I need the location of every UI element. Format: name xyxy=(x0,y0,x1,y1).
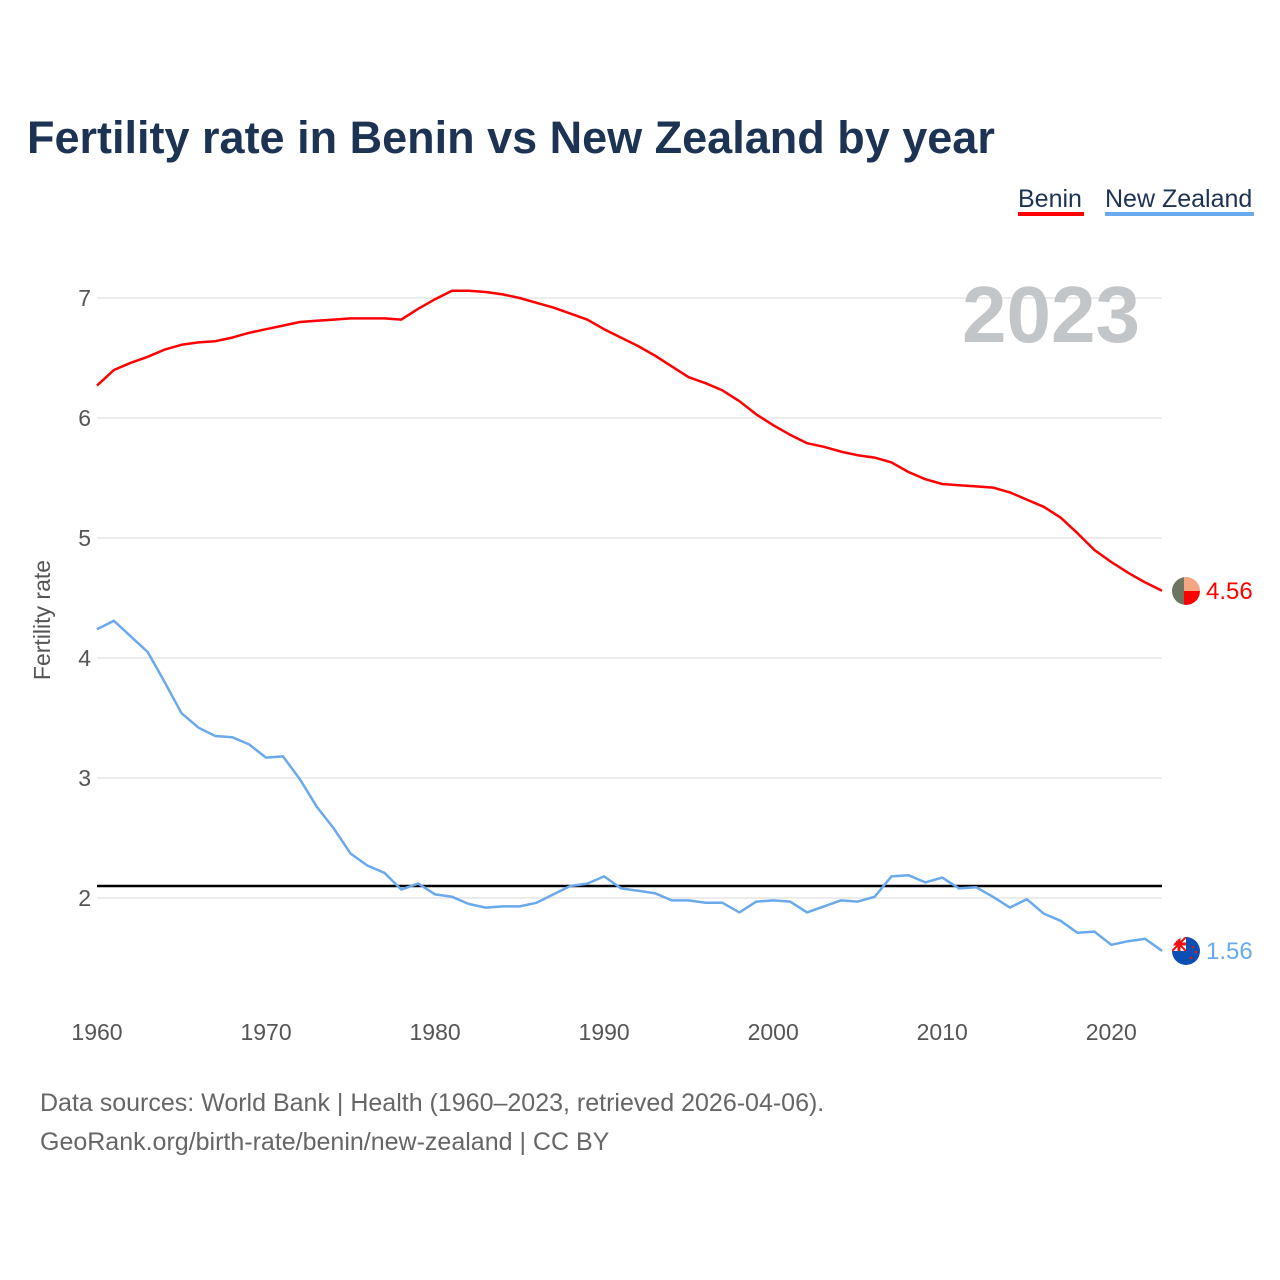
y-tick-label: 4 xyxy=(78,645,91,671)
end-marker-new-zealand: 1.56 xyxy=(1172,937,1253,965)
legend-swatch-benin xyxy=(1018,212,1084,216)
x-tick-label: 2020 xyxy=(1086,1019,1137,1045)
x-tick-label: 1980 xyxy=(410,1019,461,1045)
end-marker-benin: 4.56 xyxy=(1172,577,1253,605)
x-tick-label: 2010 xyxy=(917,1019,968,1045)
y-axis-label: Fertility rate xyxy=(29,560,55,680)
series-lines xyxy=(96,289,1163,952)
y-axis-ticks: 2 3 4 5 6 7 xyxy=(78,285,91,911)
year-watermark: 2023 xyxy=(962,270,1140,359)
legend-label-benin[interactable]: Benin xyxy=(1018,185,1082,213)
legend-swatch-new-zealand xyxy=(1105,212,1254,216)
y-tick-label: 5 xyxy=(78,525,91,551)
y-tick-label: 6 xyxy=(78,405,91,431)
legend: Benin New Zealand xyxy=(1018,185,1254,216)
y-tick-label: 7 xyxy=(78,285,91,311)
benin-flag-icon xyxy=(1172,577,1200,605)
legend-item-new-zealand[interactable]: New Zealand xyxy=(1105,185,1254,216)
new-zealand-flag-icon xyxy=(1172,937,1200,965)
end-label-benin: 4.56 xyxy=(1206,578,1253,605)
legend-item-benin[interactable]: Benin xyxy=(1018,185,1084,216)
series-line-benin xyxy=(96,289,1163,592)
x-tick-label: 1970 xyxy=(240,1019,291,1045)
series-line-new-zealand xyxy=(96,619,1163,952)
y-tick-label: 3 xyxy=(78,765,91,791)
x-tick-label: 1990 xyxy=(579,1019,630,1045)
legend-label-new-zealand[interactable]: New Zealand xyxy=(1105,185,1252,213)
x-tick-label: 1960 xyxy=(71,1019,122,1045)
y-tick-label: 2 xyxy=(78,885,91,911)
end-label-new-zealand: 1.56 xyxy=(1206,938,1253,965)
gridlines xyxy=(97,297,1162,899)
chart-title: Fertility rate in Benin vs New Zealand b… xyxy=(27,112,995,163)
x-tick-label: 2000 xyxy=(748,1019,799,1045)
footer-link[interactable]: GeoRank.org/birth-rate/benin/new-zealand… xyxy=(40,1128,610,1156)
footer-sources: Data sources: World Bank | Health (1960–… xyxy=(40,1089,824,1117)
x-axis-ticks: 1960 1970 1980 1990 2000 2010 2020 xyxy=(71,1019,1136,1045)
